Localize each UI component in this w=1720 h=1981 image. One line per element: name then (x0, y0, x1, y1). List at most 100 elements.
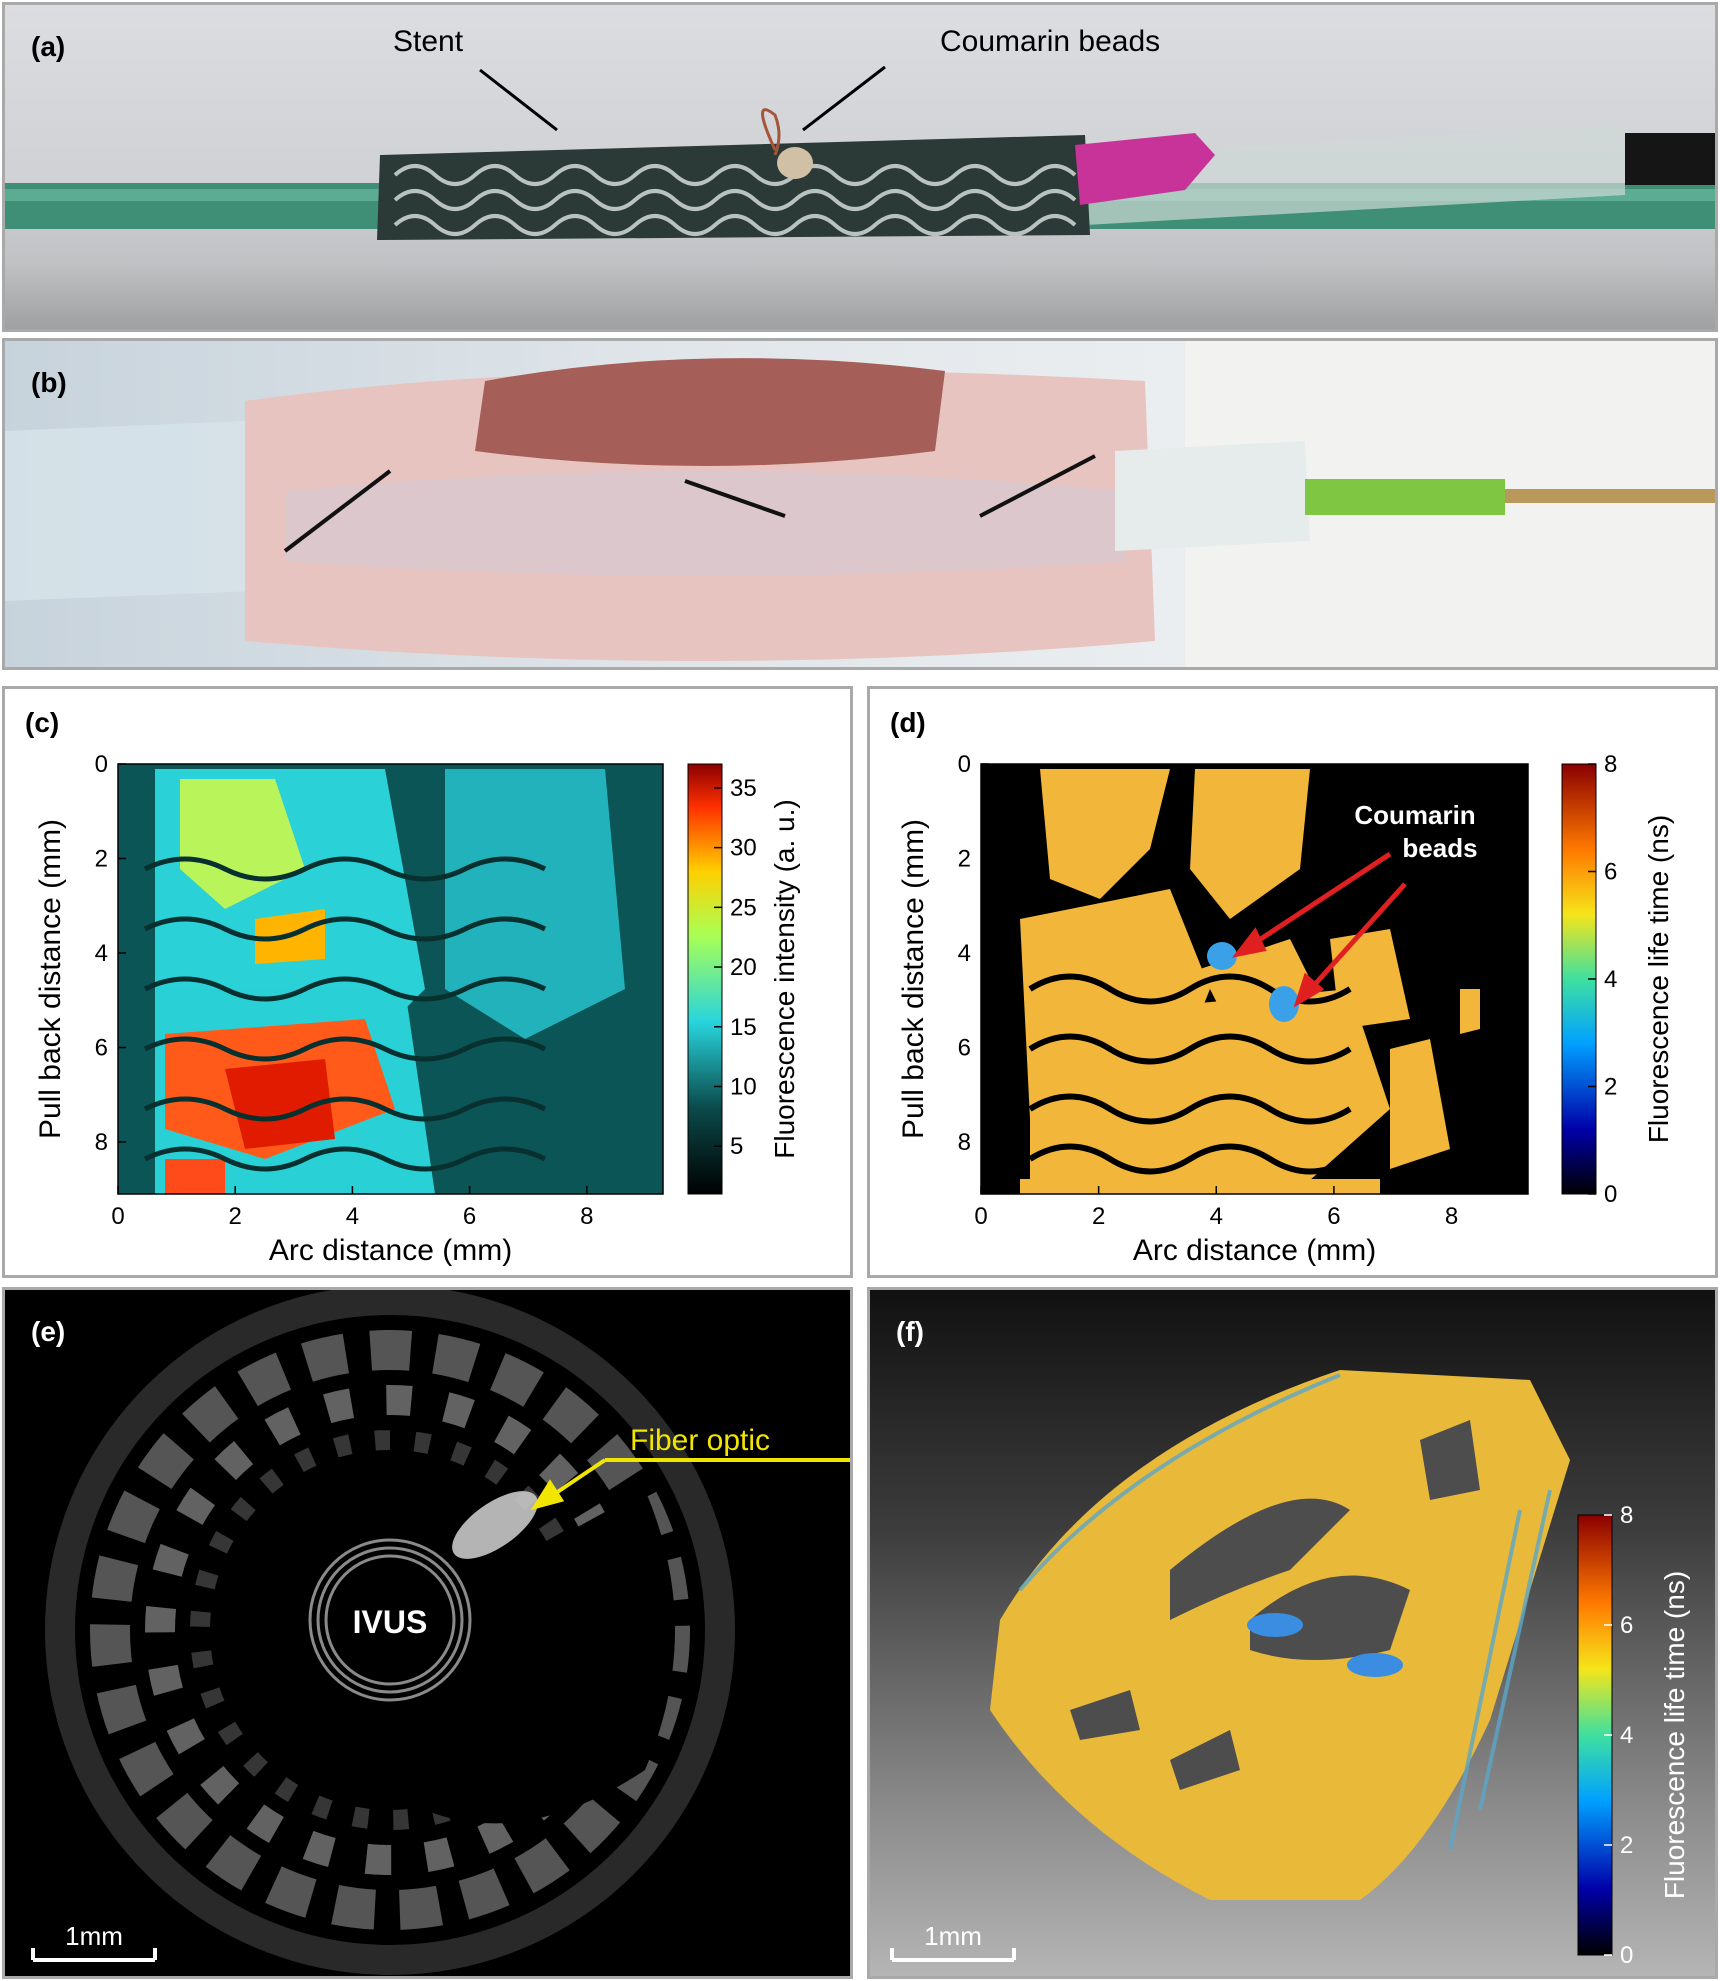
panel-label-b: (b) (31, 367, 67, 398)
intensity-y-tick-label: 6 (95, 1035, 108, 1062)
lifetime-map-panel: Coumarin beads 0 2 4 6 8 0 2 4 6 8 Arc distance (m… (867, 686, 1718, 1278)
coumarin-beads-annotation: Coumarin beads (940, 25, 1161, 58)
right-connector (1115, 441, 1310, 551)
catheter-line (1505, 489, 1715, 503)
green-sleeve (1305, 479, 1505, 515)
3d-edges (1018, 1373, 1552, 1851)
coumarin-annotation-line2: beads (1402, 833, 1477, 863)
intensity-y-tick-label: 0 (95, 751, 108, 778)
intensity-colorbar-tick-label: 30 (730, 835, 757, 862)
intensity-heatmap-figure: 0 2 4 6 8 0 2 4 6 8 Arc distance (mm) Pull back dis… (34, 751, 800, 1267)
axes-d: 0 2 4 6 8 0 2 4 6 8 Arc distance (mm) Pull back dis… (897, 751, 1674, 1267)
panel-label-f: (f) (896, 1316, 924, 1347)
intensity-y-tick-label: 8 (95, 1129, 108, 1156)
stent-illustration (5, 65, 1715, 240)
photo-stent: (a) Stent Coumarin beads (2, 2, 1718, 332)
left-connector (5, 421, 255, 601)
lifetime-colorbar-label: Fluorescence life time (ns) (1643, 815, 1674, 1143)
stent-annotation: Stent (393, 25, 464, 58)
intensity-colorbar-tick-label: 20 (730, 954, 757, 981)
photo-tissue-setup: (b) (2, 338, 1718, 670)
lifetime-x-axis-label: Arc distance (mm) (1133, 1234, 1376, 1267)
lumen-shadow (390, 1490, 675, 1824)
stent-leader-line (479, 68, 558, 132)
plastic-sheath (1085, 125, 1625, 225)
intensity-x-tick-label: 8 (580, 1203, 593, 1230)
catheter-tip (1625, 133, 1715, 185)
intensity-heatmap-image (118, 764, 663, 1194)
axes-c: 0 2 4 6 8 0 2 4 6 8 Arc distance (mm) Pull back dis… (34, 751, 800, 1267)
coumarin-bead-1 (1207, 942, 1237, 970)
scale-bar-f-label: 1mm (924, 1921, 982, 1951)
coumarin-bead (777, 147, 813, 179)
lifetime-colorbar-tick-label: 6 (1604, 859, 1617, 886)
fiber-optic-reflection (452, 1491, 538, 1559)
catheter-rings (308, 1538, 472, 1702)
lifetime-y-axis-label: Pull back distance (mm) (897, 819, 930, 1139)
coumarin-annotation-line1: Coumarin (1354, 800, 1475, 830)
lifetime-x-tick-label: 0 (974, 1203, 987, 1230)
lifetime-colorbar-tick-label: 8 (1604, 751, 1617, 778)
lifetime-colorbar-tick-label: 4 (1604, 966, 1617, 993)
panel-label-c: (c) (25, 707, 60, 738)
intensity-colorbar-tick-label: 25 (730, 894, 757, 921)
lifetime-colorbar-tick-label: 2 (1604, 1074, 1617, 1101)
beads-leader-line (802, 65, 886, 132)
3d-gaps (1070, 1420, 1480, 1790)
lifetime-y-tick-label: 8 (958, 1129, 971, 1156)
fiber-optic-label: Fiber optic (630, 1424, 770, 1457)
artery-segment (285, 471, 1125, 576)
copper-wire (761, 108, 781, 156)
red-arrows (1231, 851, 1407, 1008)
plot-frame (980, 763, 1529, 1195)
intensity-x-tick-label: 2 (229, 1203, 242, 1230)
intensity-colorbar (687, 763, 723, 1195)
sutures (283, 454, 1096, 553)
intensity-x-tick-label: 4 (346, 1203, 359, 1230)
plot-frame (117, 763, 664, 1195)
coumarin-bead-2 (1269, 986, 1299, 1022)
lifetime-3d-colorbar-tick-label: 0 (1620, 1942, 1633, 1969)
panel-label-a: (a) (31, 31, 66, 62)
lifetime-y-tick-label: 0 (958, 751, 971, 778)
3d-bead-2 (1347, 1653, 1403, 1677)
3d-lifetime-rendering: 0 2 4 6 8 Fluorescence life time (ns) 1mm (890, 1370, 1690, 1969)
stent-struts (393, 164, 1077, 236)
lifetime-x-tick-label: 4 (1210, 1203, 1223, 1230)
muscle-tissue (475, 358, 945, 466)
lifetime-3d-colorbar-tick-label: 8 (1620, 1502, 1633, 1529)
scale-bar-f (890, 1948, 1016, 1962)
lifetime-3d-colorbar-tick-label: 2 (1620, 1832, 1633, 1859)
ivus-catheter (330, 1560, 450, 1680)
intensity-x-tick-label: 6 (463, 1203, 476, 1230)
fiber-optic-arrow (530, 1458, 850, 1511)
intensity-map-panel: 0 2 4 6 8 0 2 4 6 8 Arc distance (mm) Pull back dis… (2, 686, 853, 1278)
balloon-marker (1075, 133, 1215, 205)
intensity-colorbar-tick-label: 5 (730, 1133, 743, 1160)
scale-bar-e (31, 1948, 157, 1962)
scale-bar-e-label: 1mm (65, 1921, 123, 1951)
panel-label-e: (e) (31, 1316, 66, 1347)
colorbar-axis-f: 0 2 4 6 8 Fluorescence life time (ns) (1604, 1502, 1690, 1969)
lifetime-y-tick-label: 4 (958, 940, 971, 967)
intensity-y-tick-label: 2 (95, 846, 108, 873)
panel-label-d: (d) (890, 707, 926, 738)
intensity-y-tick-label: 4 (95, 940, 108, 967)
lifetime-y-tick-label: 2 (958, 846, 971, 873)
lifetime-3d-colorbar-tick-label: 6 (1620, 1612, 1633, 1639)
lifetime-x-tick-label: 6 (1327, 1203, 1340, 1230)
intensity-colorbar-tick-label: 15 (730, 1014, 757, 1041)
3d-bead-1 (1247, 1613, 1303, 1637)
lifetime-x-tick-label: 8 (1445, 1203, 1458, 1230)
ivus-ultrasound-image: Fiber optic IVUS 1mm (31, 1290, 850, 1975)
intensity-x-tick-label: 0 (111, 1203, 124, 1230)
intensity-colorbar-label: Fluorescence intensity (a. u.) (769, 799, 800, 1159)
intensity-x-axis-label: Arc distance (mm) (269, 1234, 512, 1267)
3d-reconstruction-panel: 0 2 4 6 8 Fluorescence life time (ns) 1mm (f) (867, 1287, 1718, 1979)
lifetime-3d-colorbar-tick-label: 4 (1620, 1722, 1633, 1749)
lifetime-heatmap-image (981, 764, 1528, 1194)
stent-body (377, 135, 1090, 240)
lifetime-x-tick-label: 2 (1092, 1203, 1105, 1230)
lifetime-y-tick-label: 6 (958, 1035, 971, 1062)
lifetime-heatmap-figure: Coumarin beads 0 2 4 6 8 0 2 4 6 8 Arc distance (m… (897, 751, 1674, 1267)
